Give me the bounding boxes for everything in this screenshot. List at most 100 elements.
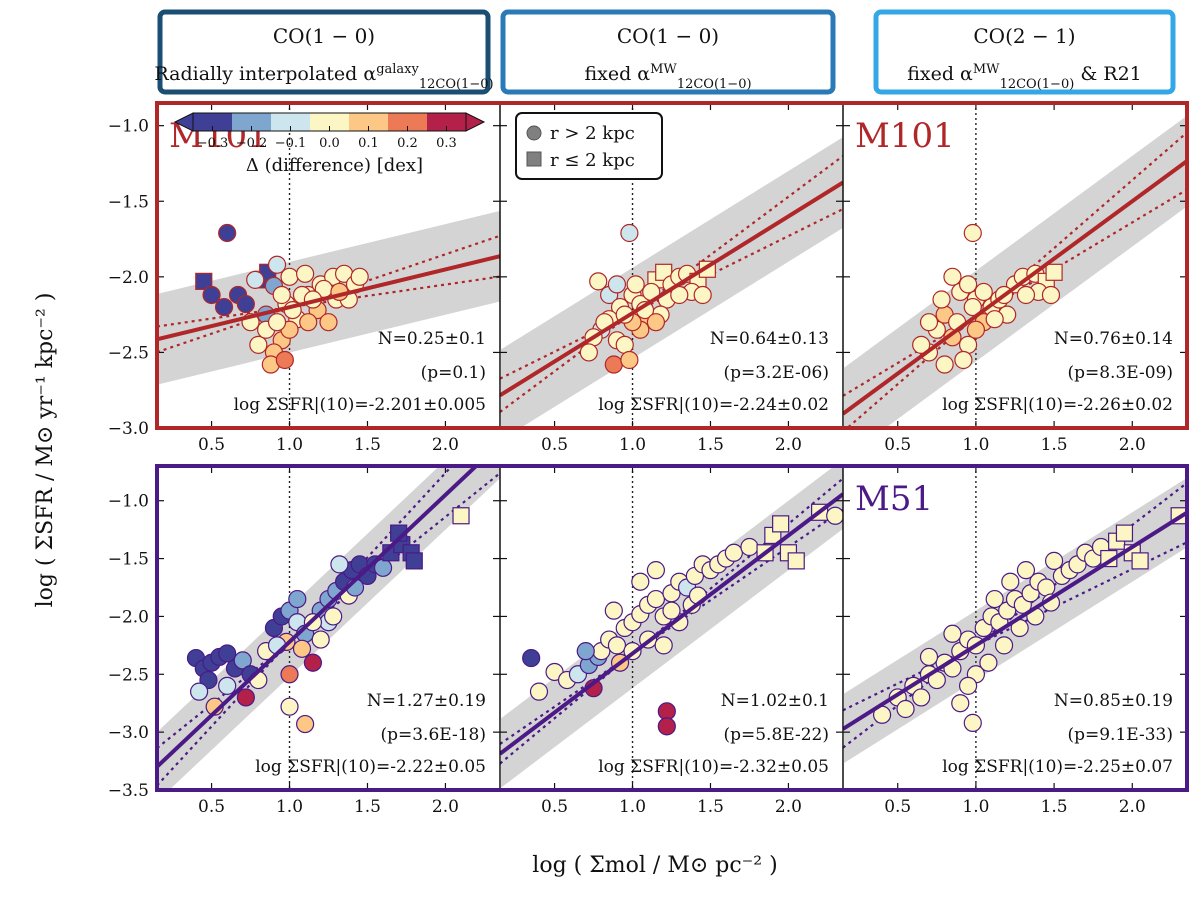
data-point: [275, 350, 294, 370]
fit-pvalue-label: (p=5.8E-22): [723, 725, 829, 745]
data-point: [994, 636, 1014, 655]
data-point: [958, 275, 978, 294]
y-tick-label: −1.5: [108, 192, 149, 212]
data-point: [607, 275, 627, 294]
legend-overlays: −0.3 −0.2 −0.1 0.0 0.1 0.2 0.3 Δ (difference) […: [173, 112, 663, 180]
colorbar-tick-label: −0.2: [236, 136, 268, 151]
data-point: [522, 648, 541, 668]
data-point: [267, 313, 287, 332]
fit-slope-label: N=0.64±0.13: [710, 329, 829, 349]
fit-slope-label: N=0.85±0.19: [1054, 691, 1173, 711]
x-tick-label: 1.0: [276, 435, 303, 455]
y-tick-label: −2.0: [108, 268, 149, 288]
data-point: [670, 285, 689, 305]
data-point: [1001, 572, 1020, 591]
data-point: [646, 589, 666, 609]
data-point: [299, 313, 318, 332]
fit-pvalue-label: (p=0.1): [421, 363, 486, 383]
data-square: [772, 515, 790, 533]
x-tick-label: 1.5: [697, 797, 724, 817]
data-point: [218, 223, 237, 243]
data-point: [589, 272, 608, 291]
column-header-title: CO(1 − 0): [617, 24, 719, 48]
plot-area: [157, 466, 500, 790]
data-point: [280, 267, 299, 286]
y-tick-label: −2.5: [108, 665, 149, 685]
data-point: [579, 343, 598, 362]
colorbar-segment: [232, 113, 271, 131]
galaxy-label: M101: [855, 116, 955, 156]
x-tick-label: 1.5: [1041, 435, 1068, 455]
data-point: [1041, 285, 1061, 305]
legend-square-label: r ≤ 2 kpc: [550, 150, 635, 171]
panel-m51-b: N=1.02±0.1 (p=5.8E-22) log ΣSFR|(10)=-2.32…: [499, 465, 844, 817]
legend-square-marker: [526, 151, 542, 167]
y-tick-label: −3.0: [108, 723, 149, 743]
data-point: [330, 555, 349, 574]
colorbar-arrow-right: [465, 112, 486, 132]
data-point: [202, 285, 221, 305]
colorbar-segment: [193, 113, 232, 131]
data-square: [1045, 263, 1063, 281]
colorbar-segment: [271, 113, 310, 131]
fit-pvalue-label: (p=3.6E-18): [380, 725, 486, 745]
panel-m51-c: N=0.85±0.19 (p=9.1E-33) log ΣSFR|(10)=-2.2…: [842, 465, 1188, 817]
data-point: [662, 601, 681, 620]
fit-error-line: [157, 234, 500, 354]
column-header-subtitle: Radially interpolated αgalaxy12CO(1−0): [154, 62, 493, 92]
data-point: [607, 636, 627, 655]
fit-sigma-label: log ΣSFR|(10)=-2.32±0.05: [598, 757, 829, 777]
data-point: [214, 297, 234, 317]
data-point: [974, 282, 993, 302]
row-frame-m101: [155, 101, 1189, 430]
data-point: [740, 537, 759, 557]
x-tick-label: 0.5: [541, 435, 568, 455]
data-point: [932, 290, 951, 309]
colorbar-tick-label: 0.0: [319, 136, 340, 151]
data-point: [303, 653, 323, 672]
data-point: [280, 665, 299, 684]
y-tick-label: −3.0: [108, 419, 149, 439]
x-tick-label: 2.0: [775, 797, 802, 817]
data-point: [693, 285, 712, 305]
data-point: [296, 264, 315, 283]
data-point: [350, 267, 369, 286]
colorbar-tick-label: 0.2: [397, 136, 418, 151]
x-tick-label: 0.5: [541, 797, 568, 817]
fit-error-line: [500, 155, 843, 413]
data-point: [963, 713, 982, 732]
x-tick-label: 1.0: [276, 797, 303, 817]
colorbar-tick-label: 0.3: [436, 136, 457, 151]
data-point: [615, 335, 634, 354]
data-point: [319, 313, 338, 332]
data-point: [1037, 578, 1056, 597]
x-tick-label: 0.5: [884, 797, 911, 817]
data-point: [919, 647, 939, 667]
data-point: [292, 639, 312, 658]
y-tick-label: −2.0: [108, 607, 149, 627]
x-tick-label: 1.0: [619, 435, 646, 455]
y-tick-label: −1.5: [108, 550, 149, 570]
panel-m51-a: N=1.27±0.19 (p=3.6E-18) log ΣSFR|(10)=-2.2…: [108, 465, 501, 817]
data-point: [296, 714, 315, 734]
data-point: [935, 355, 954, 374]
data-point: [233, 651, 252, 670]
fit-sigma-label: log ΣSFR|(10)=-2.201±0.005: [234, 395, 486, 415]
colorbar-tick-label: −0.3: [197, 136, 229, 151]
fit-sigma-label: log ΣSFR|(10)=-2.26±0.02: [942, 395, 1173, 415]
fit-line: [157, 466, 480, 769]
fit-pvalue-label: (p=8.3E-09): [1067, 363, 1173, 383]
data-point: [958, 676, 978, 695]
plot-area: [157, 103, 500, 428]
colorbar-label: Δ (difference) [dex]: [246, 155, 423, 176]
fit-line: [843, 510, 1187, 731]
data-point: [189, 682, 209, 701]
panel-m101-a: N=0.25±0.1 (p=0.1) log ΣSFR|(10)=-2.201±0.…: [108, 102, 501, 455]
fit-sigma-label: log ΣSFR|(10)=-2.22±0.05: [255, 757, 486, 777]
data-point: [311, 630, 330, 649]
galaxy-label: M51: [855, 479, 933, 519]
data-point: [272, 285, 291, 305]
x-tick-label: 1.5: [354, 435, 381, 455]
x-tick-label: 1.0: [962, 435, 989, 455]
x-tick-label: 2.0: [432, 797, 459, 817]
